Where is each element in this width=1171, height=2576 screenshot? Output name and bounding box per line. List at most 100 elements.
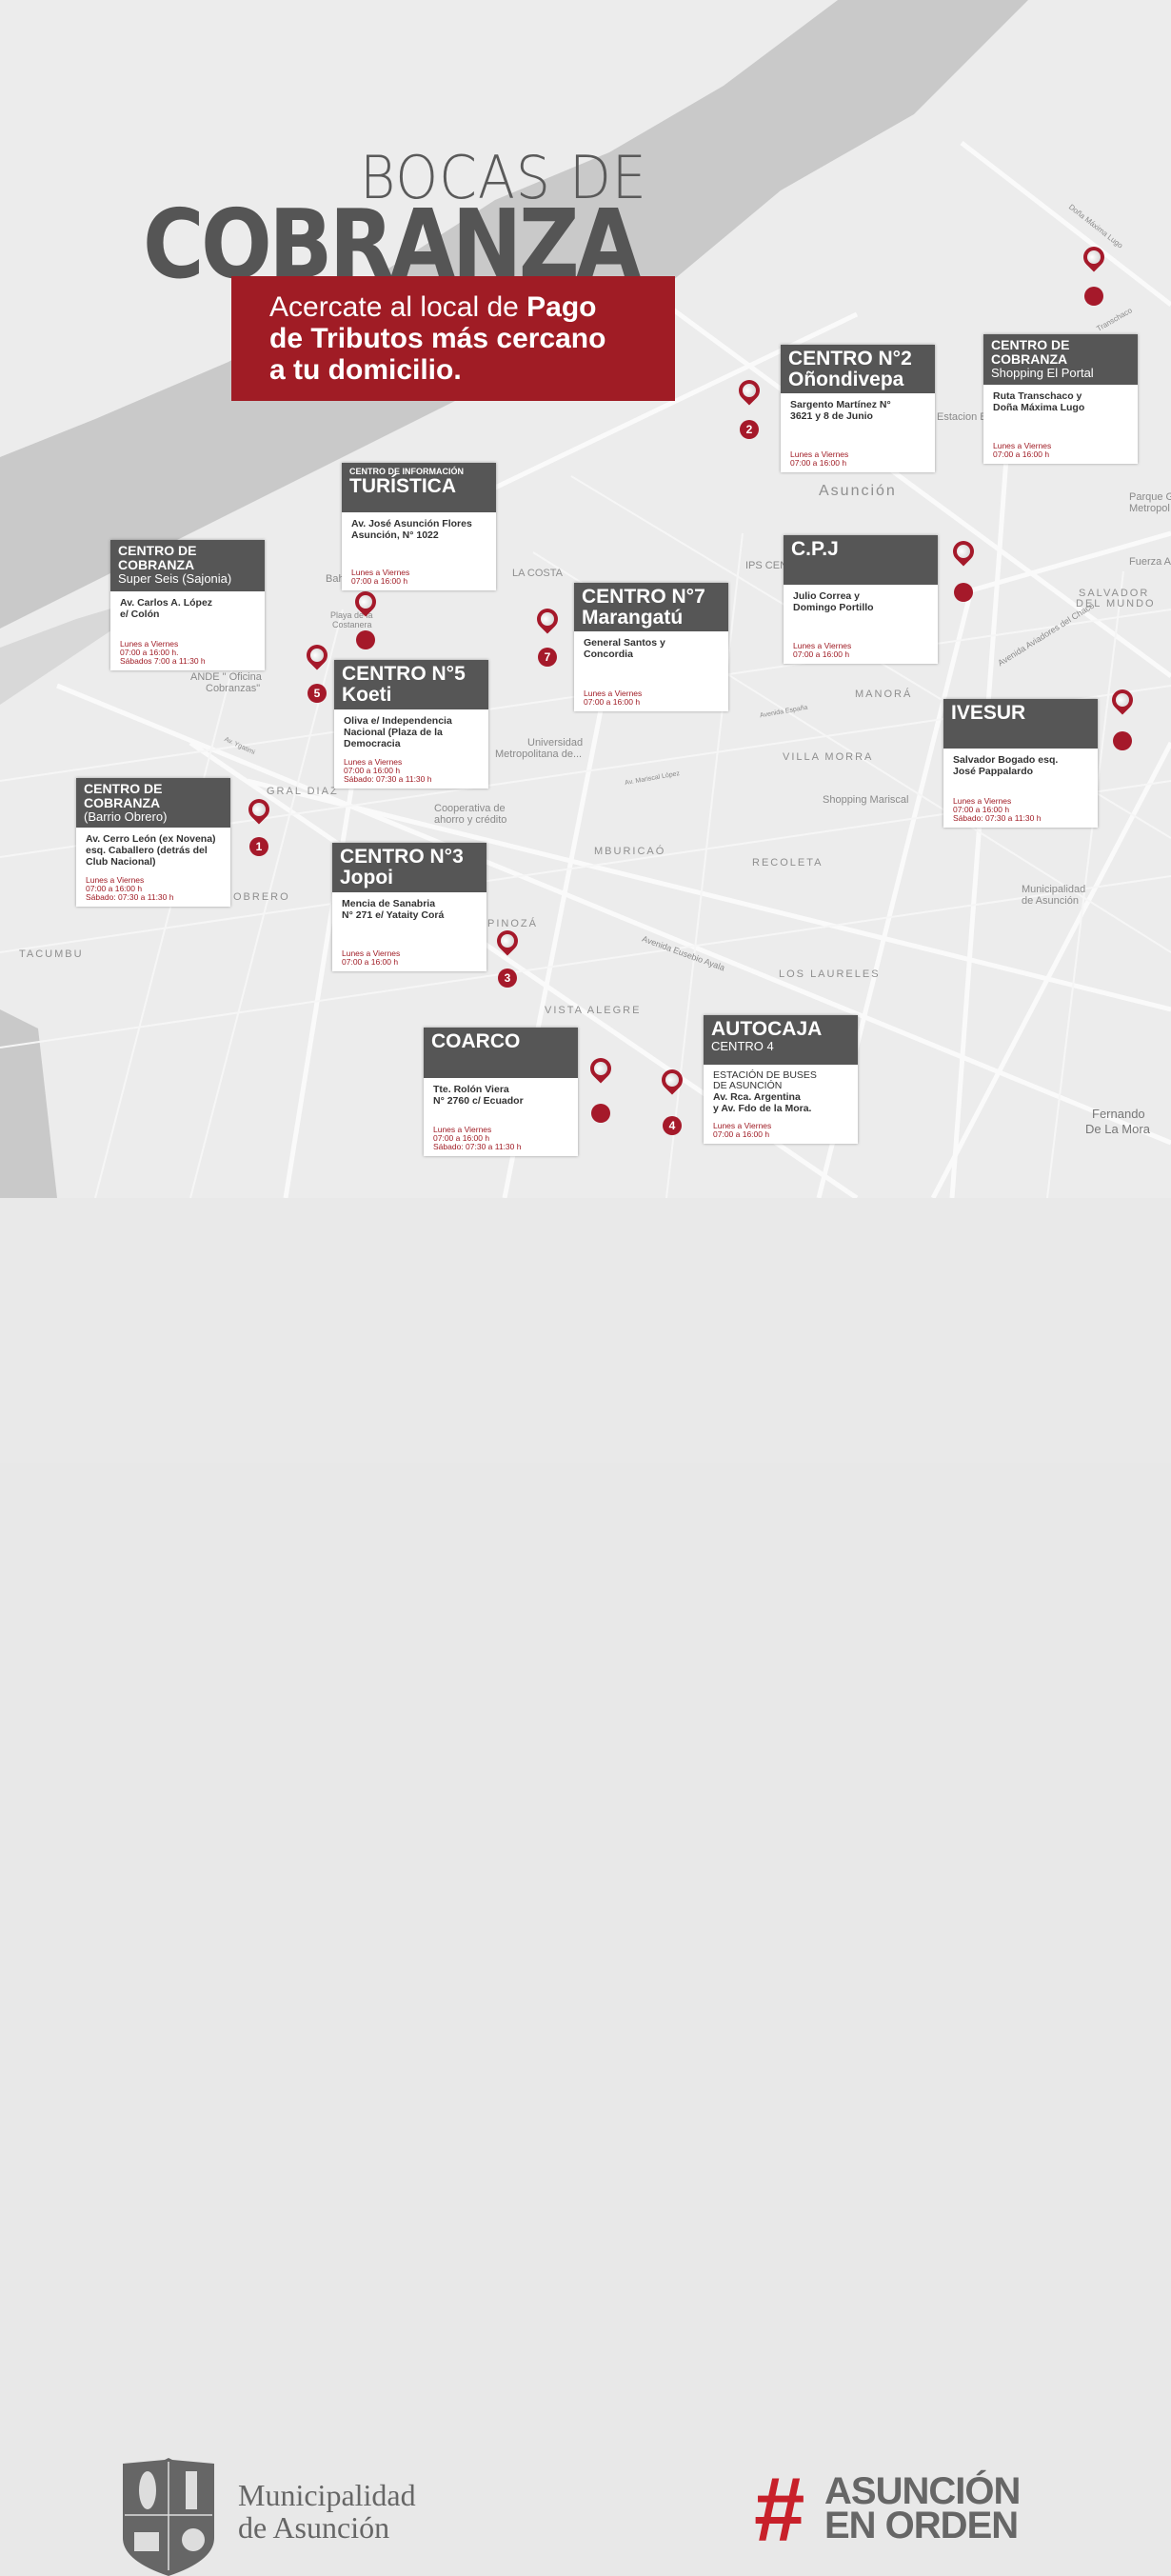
card-title: CENTRO N°2 <box>788 348 912 369</box>
subtitle-banner: Acercate al local de Pago de Tributos má… <box>231 276 675 401</box>
poi-label[interactable]: Shopping Mariscal <box>823 794 909 806</box>
card-body: Ruta Transchaco y Doña Máxima Lugo <box>983 385 1138 419</box>
card-hours: Lunes a Viernes 07:00 a 16:00 h <box>993 441 1052 459</box>
card-body: Salvador Bogado esq. José Pappalardo <box>943 749 1098 783</box>
location-card[interactable]: COARCO Tte. Rolón Viera N° 2760 c/ Ecuado… <box>424 1028 578 1156</box>
card-title: CENTRO N°7 <box>582 586 705 608</box>
card-body: Mencia de Sanabria N° 271 e/ Yataity Cor… <box>332 892 486 927</box>
poi-label[interactable]: Metropol <box>1129 503 1170 514</box>
river-south <box>0 1009 57 1198</box>
card-address: Av. José Asunción Flores Asunción, N° 10… <box>351 518 472 541</box>
marker-number[interactable]: 5 <box>308 684 327 703</box>
location-card[interactable]: AUTOCAJA CENTRO 4 ESTACIÓN DE BUSES DE ASU… <box>704 1015 858 1144</box>
card-address: Tte. Rolón Viera N° 2760 c/ Ecuador <box>433 1084 524 1107</box>
card-header: CENTRO DE COBRANZA (Barrio Obrero) <box>76 778 230 828</box>
footer: Municipalidad de Asunción # ASUNCIÓN EN … <box>0 1198 1171 2576</box>
poi-label[interactable]: ANDE " Oficina <box>190 671 262 683</box>
location-card[interactable]: CENTRO DE COBRANZA Shopping El Portal Ruta… <box>983 334 1138 464</box>
map-label: LA COSTA <box>512 568 563 579</box>
subtitle-bold: a tu domicilio. <box>269 354 462 386</box>
poi-label[interactable]: IPS CEN <box>745 560 788 571</box>
map-label: Fernando <box>1092 1107 1145 1121</box>
marker-number[interactable]: 3 <box>498 968 517 988</box>
card-address: Mencia de Sanabria N° 271 e/ Yataity Cor… <box>342 898 445 921</box>
card-title: AUTOCAJA <box>711 1018 823 1040</box>
card-hours: Lunes a Viernes 07:00 a 16:00 h Sábado: … <box>86 875 174 902</box>
municipality-line2: de Asunción <box>238 2510 390 2545</box>
card-title: CENTRO DE COBRANZA <box>84 781 163 810</box>
map-label: PINOZÁ <box>487 918 538 929</box>
map[interactable]: Asunción LA COSTA MANORÁ VILLA MORRA SAL… <box>0 0 1171 1198</box>
card-subtitle: Koeti <box>342 684 392 706</box>
location-card[interactable]: CENTRO N°2 Oñondivepa Sargento Martínez N°… <box>781 345 935 472</box>
card-title: C.P.J <box>791 538 839 560</box>
card-header: CENTRO DE COBRANZA Shopping El Portal <box>983 334 1138 385</box>
map-label: VILLA MORRA <box>783 751 874 763</box>
poi-label[interactable]: ahorro y crédito <box>434 814 507 826</box>
map-label: VISTA ALEGRE <box>545 1005 642 1016</box>
card-header: COARCO <box>424 1028 578 1078</box>
marker-number[interactable] <box>954 583 973 602</box>
marker-number[interactable]: 4 <box>663 1116 682 1135</box>
marker-number[interactable] <box>1084 287 1103 306</box>
subtitle-bold: de Tributos más cercano <box>269 323 606 354</box>
marker-number[interactable]: 2 <box>740 420 759 439</box>
poi-label[interactable]: Playa de la <box>330 610 373 620</box>
campaign-line1: ASUNCIÓN <box>824 2470 1021 2512</box>
map-label: SALVADOR <box>1079 588 1150 599</box>
location-card[interactable]: CENTRO N°3 Jopoi Mencia de Sanabria N° 271… <box>332 843 486 971</box>
card-hours: Lunes a Viernes 07:00 a 16:00 h Sábado: … <box>953 796 1042 823</box>
card-address-top: ESTACIÓN DE BUSES DE ASUNCIÓN <box>713 1069 817 1091</box>
marker-number[interactable]: 1 <box>249 837 268 856</box>
map-label: RECOLETA <box>752 857 824 869</box>
poi-label[interactable]: Municipalidad <box>1022 884 1086 895</box>
card-address: General Santos y Concordia <box>584 637 665 660</box>
poi-label[interactable]: Metropolitana de... <box>495 749 583 760</box>
card-address: Av. Cerro León (ex Novena) esq. Caballer… <box>86 833 216 868</box>
location-card[interactable]: CENTRO N°7 Marangatú General Santos y Conc… <box>574 583 728 711</box>
marker-number[interactable] <box>1113 731 1132 750</box>
poi-label[interactable]: Cooperativa de <box>434 803 506 814</box>
poi-label[interactable]: Cobranzas" <box>206 683 261 694</box>
municipality-logo-text: Municipalidad de Asunción <box>238 2479 416 2544</box>
map-label: De La Mora <box>1085 1122 1150 1136</box>
poi-label[interactable]: de Asunción <box>1022 895 1079 907</box>
card-title: TURÍSTICA <box>349 475 456 497</box>
card-hours: Lunes a Viernes 07:00 a 16:00 h <box>793 641 852 659</box>
location-card[interactable]: C.P.J Julio Correa y Domingo Portillo Lune… <box>784 535 938 664</box>
card-header: CENTRO N°7 Marangatú <box>574 583 728 631</box>
card-hours: Lunes a Viernes 07:00 a 16:00 h <box>584 689 643 707</box>
location-card[interactable]: IVESUR Salvador Bogado esq. José Pappalar… <box>943 699 1098 828</box>
card-title: COARCO <box>431 1030 521 1052</box>
card-body: Av. José Asunción Flores Asunción, N° 10… <box>342 512 496 547</box>
marker-number[interactable] <box>356 630 375 649</box>
campaign-logo-text: ASUNCIÓN EN ORDEN <box>824 2470 1021 2545</box>
card-body: Julio Correa y Domingo Portillo <box>784 585 938 619</box>
map-label: MBURICAÓ <box>594 846 666 857</box>
card-body: Av. Cerro León (ex Novena) esq. Caballer… <box>76 828 230 873</box>
location-card[interactable]: CENTRO N°5 Koeti Oliva e/ Independencia Na… <box>334 660 488 789</box>
poi-label[interactable]: Costanera <box>332 620 372 629</box>
card-hours: Lunes a Viernes 07:00 a 16:00 h <box>713 1121 772 1139</box>
map-label: Asunción <box>819 483 897 499</box>
map-label: GRAL DIAZ <box>267 786 339 797</box>
poi-label[interactable]: Universidad <box>527 737 584 749</box>
marker-number[interactable]: 7 <box>538 648 557 667</box>
card-subtitle: (Barrio Obrero) <box>84 809 168 824</box>
card-hours: Lunes a Viernes 07:00 a 16:00 h Sábado: … <box>344 757 432 784</box>
location-card[interactable]: CENTRO DE COBRANZA Super Seis (Sajonia) Av… <box>110 540 265 670</box>
marker-number[interactable] <box>591 1104 610 1123</box>
poi-label[interactable]: Fuerza A <box>1129 556 1171 568</box>
poi-label[interactable]: Parque G <box>1129 491 1171 503</box>
card-subtitle: CENTRO 4 <box>711 1039 774 1053</box>
location-card[interactable]: CENTRO DE INFORMACIÓN TURÍSTICA Av. José A… <box>342 463 496 590</box>
map-label: LOS LAURELES <box>779 968 881 980</box>
card-hours: Lunes a Viernes 07:00 a 16:00 h <box>351 568 410 586</box>
card-header: CENTRO N°3 Jopoi <box>332 843 486 892</box>
card-body: Av. Carlos A. López e/ Colón <box>110 591 265 626</box>
poi-label[interactable]: Bah <box>326 573 345 585</box>
card-address: Julio Correa y Domingo Portillo <box>793 590 874 613</box>
poi-label[interactable]: Estacion B <box>937 411 987 423</box>
card-subtitle: Shopping El Portal <box>991 366 1094 380</box>
location-card[interactable]: CENTRO DE COBRANZA (Barrio Obrero) Av. Cer… <box>76 778 230 907</box>
